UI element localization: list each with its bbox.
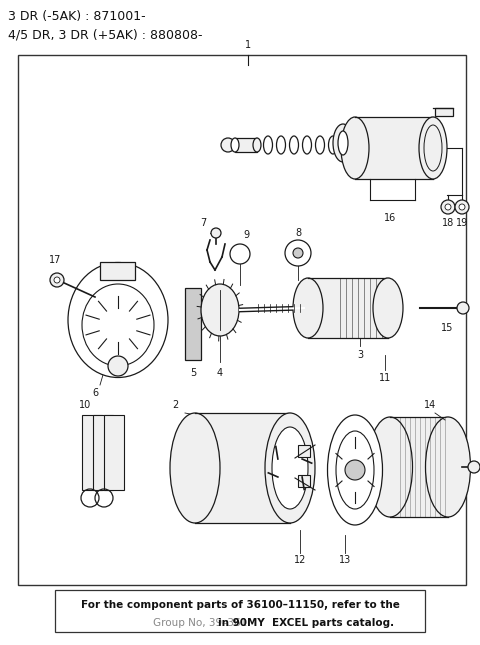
Bar (298, 445, 310, 457)
Bar (82, 415, 102, 490)
Text: 18: 18 (442, 218, 454, 228)
Circle shape (108, 356, 128, 376)
Text: 10: 10 (79, 400, 91, 410)
Text: 6: 6 (92, 388, 98, 398)
Bar (185, 288, 201, 360)
Ellipse shape (170, 413, 220, 523)
Text: 8: 8 (295, 228, 301, 238)
Circle shape (468, 461, 480, 473)
Text: 7: 7 (200, 218, 206, 228)
Text: Group No, 39–361: Group No, 39–361 (153, 618, 251, 628)
Text: 3: 3 (357, 350, 363, 360)
Ellipse shape (425, 417, 470, 517)
Bar (104, 415, 124, 490)
Text: 15: 15 (441, 323, 453, 333)
Circle shape (455, 200, 469, 214)
Text: 19: 19 (456, 218, 468, 228)
Text: 3 DR (-5AK) : 871001-: 3 DR (-5AK) : 871001- (8, 10, 145, 23)
Text: 17: 17 (49, 255, 61, 265)
Text: in 90MY  EXCEL parts catalog.: in 90MY EXCEL parts catalog. (218, 618, 394, 628)
Ellipse shape (293, 278, 323, 338)
Text: For the component parts of 36100–11150, refer to the: For the component parts of 36100–11150, … (81, 600, 399, 610)
Ellipse shape (419, 117, 447, 179)
Text: 11: 11 (379, 373, 391, 383)
Text: 1: 1 (245, 40, 251, 50)
Bar (308, 278, 388, 338)
Circle shape (211, 228, 221, 238)
Bar (235, 138, 257, 152)
Ellipse shape (373, 278, 403, 338)
Bar (298, 475, 310, 487)
Circle shape (459, 204, 465, 210)
Bar (435, 108, 453, 116)
Ellipse shape (327, 415, 383, 525)
Bar (195, 413, 290, 523)
Ellipse shape (341, 117, 369, 179)
Text: 13: 13 (339, 555, 351, 565)
Ellipse shape (333, 124, 353, 162)
Text: 14: 14 (424, 400, 436, 410)
Bar (100, 262, 135, 280)
Bar (18, 55, 466, 585)
Text: 16: 16 (384, 213, 396, 223)
Ellipse shape (253, 138, 261, 152)
Circle shape (457, 302, 469, 314)
Text: 9: 9 (243, 230, 249, 240)
Bar (55, 590, 425, 632)
Text: 12: 12 (294, 555, 306, 565)
Circle shape (441, 200, 455, 214)
Ellipse shape (201, 284, 239, 336)
Bar (390, 417, 448, 517)
Circle shape (345, 460, 365, 480)
Ellipse shape (231, 138, 239, 152)
Ellipse shape (338, 131, 348, 155)
Ellipse shape (265, 413, 315, 523)
Circle shape (293, 248, 303, 258)
Text: 2: 2 (172, 400, 178, 410)
Text: 4: 4 (217, 368, 223, 378)
Text: 5: 5 (190, 368, 196, 378)
Ellipse shape (68, 263, 168, 377)
Text: 4/5 DR, 3 DR (+5AK) : 880808-: 4/5 DR, 3 DR (+5AK) : 880808- (8, 28, 203, 41)
Circle shape (445, 204, 451, 210)
Circle shape (221, 138, 235, 152)
Circle shape (285, 240, 311, 266)
Ellipse shape (368, 417, 412, 517)
Circle shape (50, 273, 64, 287)
Ellipse shape (272, 427, 308, 509)
Bar (355, 117, 433, 179)
Bar (93, 415, 113, 490)
Circle shape (54, 277, 60, 283)
